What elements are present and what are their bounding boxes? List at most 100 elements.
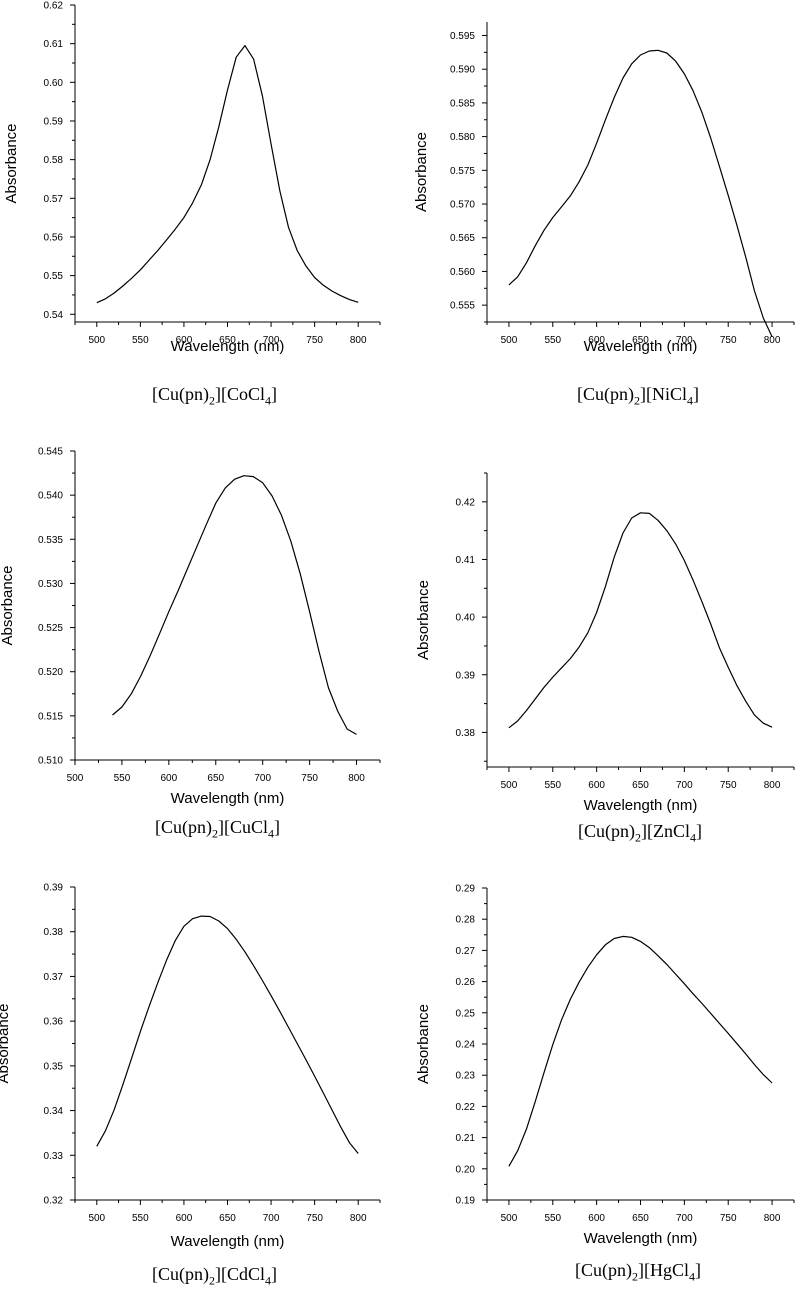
- y-tick-label: 0.56: [44, 232, 64, 243]
- x-tick-label: 750: [720, 780, 737, 791]
- x-tick-label: 650: [632, 1213, 649, 1224]
- x-tick-label: 500: [501, 1213, 518, 1224]
- chart-svg-cocl4: 500 550 600 650 700 750 800 0.54 0.55 0.56 0.57 0.5…: [3, 1, 381, 355]
- y-tick-label: 0.32: [44, 1196, 64, 1207]
- y-axis-label: Absorbance: [413, 132, 430, 212]
- x-tick-label: 700: [254, 773, 271, 784]
- series-line-cdcl4: [96, 915, 359, 1154]
- x-tick-label: 650: [632, 780, 649, 791]
- x-tick-label: 500: [501, 335, 518, 346]
- y-tick-label: 0.510: [38, 756, 63, 767]
- y-tick-label: 0.38: [456, 728, 476, 739]
- y-tick-label: 0.36: [44, 1017, 64, 1028]
- x-tick-label: 500: [88, 335, 105, 346]
- x-tick-label: 700: [263, 335, 280, 346]
- x-tick-label: 800: [350, 1213, 367, 1224]
- y-axis-label: Absorbance: [0, 1003, 12, 1083]
- y-tick-label: 0.41: [456, 555, 476, 566]
- x-tick-label: 600: [161, 773, 178, 784]
- y-tick-label: 0.19: [456, 1196, 476, 1207]
- x-axis-label: Wavelength (nm): [584, 1230, 698, 1247]
- y-tick-label: 0.585: [450, 98, 475, 109]
- y-tick-label: 0.545: [38, 447, 63, 458]
- x-tick-label: 550: [544, 335, 561, 346]
- y-tick-label: 0.58: [44, 155, 64, 166]
- chart-caption-hgcl4: [Cu(pn)2][HgCl4]: [575, 1260, 701, 1284]
- y-tick-label: 0.34: [44, 1106, 64, 1117]
- x-axis-label: Wavelength (nm): [171, 790, 285, 807]
- x-axis-label: Wavelength (nm): [584, 797, 698, 814]
- y-tick-label: 0.42: [456, 497, 476, 508]
- chart-caption-zncl4: [Cu(pn)2][ZnCl4]: [578, 821, 702, 845]
- y-tick-label: 0.575: [450, 166, 475, 177]
- x-axis-label: Wavelength (nm): [171, 1233, 285, 1250]
- y-axis-label: Absorbance: [415, 580, 432, 660]
- chart-svg-cucl4: 500 550 600 650 700 750 800 0.510 0.515 0.520 0.52…: [0, 447, 381, 807]
- chart-svg-nicl4: 500 550 600 650 700 750 800 0.555 0.560 0.565 0.57…: [413, 22, 795, 355]
- y-tick-label: 0.60: [44, 78, 64, 89]
- y-tick-label: 0.55: [44, 271, 64, 282]
- x-tick-label: 800: [764, 780, 781, 791]
- y-tick-label: 0.565: [450, 233, 475, 244]
- x-tick-label: 500: [88, 1213, 105, 1224]
- y-tick-label: 0.33: [44, 1151, 64, 1162]
- y-tick-label: 0.28: [456, 915, 476, 926]
- x-tick-label: 600: [588, 1213, 605, 1224]
- series-line-hgcl4: [508, 935, 773, 1167]
- y-tick-label: 0.37: [44, 972, 64, 983]
- x-tick-label: 600: [588, 780, 605, 791]
- x-tick-label: 550: [544, 1213, 561, 1224]
- x-tick-label: 650: [207, 773, 224, 784]
- y-tick-label: 0.40: [456, 613, 476, 624]
- chart-svg-cdcl4: 500 550 600 650 700 750 800 0.32 0.33 0.34 0.35 0.3…: [0, 883, 381, 1250]
- x-tick-label: 650: [632, 335, 649, 346]
- y-tick-label: 0.26: [456, 977, 476, 988]
- y-tick-label: 0.580: [450, 132, 475, 143]
- chart-caption-cocl4: [Cu(pn)2][CoCl4]: [152, 384, 278, 408]
- y-tick-label: 0.24: [456, 1040, 476, 1051]
- y-tick-label: 0.29: [456, 884, 476, 895]
- series-line-cocl4: [96, 44, 359, 304]
- x-tick-label: 800: [350, 335, 367, 346]
- y-tick-label: 0.520: [38, 667, 63, 678]
- x-tick-label: 800: [764, 335, 781, 346]
- x-tick-label: 550: [544, 780, 561, 791]
- y-tick-label: 0.22: [456, 1102, 476, 1113]
- y-tick-label: 0.23: [456, 1071, 476, 1082]
- x-tick-label: 750: [720, 1213, 737, 1224]
- x-tick-label: 550: [132, 335, 149, 346]
- y-tick-label: 0.59: [44, 116, 64, 127]
- x-tick-label: 600: [588, 335, 605, 346]
- y-tick-label: 0.27: [456, 946, 476, 957]
- y-tick-label: 0.25: [456, 1008, 476, 1019]
- chart-caption-nicl4: [Cu(pn)2][NiCl4]: [577, 384, 699, 408]
- chart-panel-zncl4: 500 550 600 650 700 750 800 0.38 0.39 0.40 0.41 0.4…: [403, 432, 806, 864]
- x-axis-label: Wavelength (nm): [171, 338, 285, 355]
- x-tick-label: 500: [67, 773, 84, 784]
- y-tick-label: 0.38: [44, 927, 64, 938]
- y-tick-label: 0.525: [38, 623, 63, 634]
- x-tick-label: 700: [676, 335, 693, 346]
- y-tick-label: 0.54: [44, 310, 64, 321]
- chart-svg-hgcl4: 500 550 600 650 700 750 800 0.19 0.20 0.21 0.22 0.2…: [415, 884, 795, 1247]
- y-tick-label: 0.21: [456, 1133, 476, 1144]
- x-axis-label: Wavelength (nm): [584, 338, 698, 355]
- y-axis-label: Absorbance: [0, 565, 16, 645]
- x-tick-label: 650: [219, 1213, 236, 1224]
- x-tick-label: 750: [306, 1213, 323, 1224]
- series-line-cucl4: [112, 475, 357, 735]
- y-tick-label: 0.530: [38, 579, 63, 590]
- y-tick-label: 0.39: [44, 883, 64, 894]
- y-tick-label: 0.62: [44, 1, 64, 12]
- y-tick-label: 0.61: [44, 39, 64, 50]
- x-tick-label: 800: [348, 773, 365, 784]
- y-tick-label: 0.515: [38, 711, 63, 722]
- x-tick-label: 750: [306, 335, 323, 346]
- y-tick-label: 0.560: [450, 267, 475, 278]
- chart-panel-cucl4: 500 550 600 650 700 750 800 0.510 0.515 0.520 0.52…: [0, 432, 403, 864]
- x-tick-label: 700: [263, 1213, 280, 1224]
- series-line-nicl4: [508, 49, 773, 338]
- y-tick-label: 0.540: [38, 491, 63, 502]
- x-tick-label: 500: [501, 780, 518, 791]
- y-tick-label: 0.35: [44, 1061, 64, 1072]
